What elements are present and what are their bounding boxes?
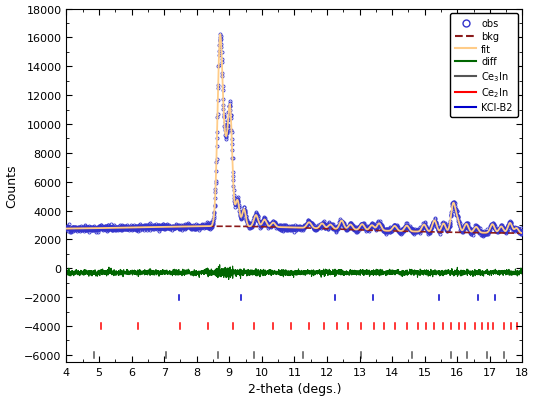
diff — [112, 270, 118, 275]
fit — [63, 227, 70, 231]
bkg — [258, 225, 265, 229]
fit — [414, 229, 421, 234]
Line: bkg: bkg — [66, 227, 522, 233]
bkg — [357, 228, 363, 233]
fit — [474, 226, 480, 231]
diff — [63, 271, 70, 275]
obs — [481, 231, 487, 236]
bkg — [241, 225, 247, 229]
obs — [474, 225, 480, 229]
obs — [143, 225, 150, 229]
diff — [258, 271, 265, 276]
obs — [519, 231, 525, 236]
obs — [325, 223, 331, 228]
obs — [63, 227, 70, 232]
fit — [241, 207, 247, 212]
bkg — [474, 231, 480, 235]
Line: diff: diff — [66, 265, 522, 280]
obs — [429, 223, 435, 228]
diff — [225, 277, 232, 282]
Legend: obs, bkg, fit, diff, Ce$_3$In, Ce$_2$In, KCl-B2: obs, bkg, fit, diff, Ce$_3$In, Ce$_2$In,… — [450, 14, 517, 118]
fit — [112, 226, 118, 231]
bkg — [63, 227, 70, 231]
Line: fit: fit — [66, 35, 522, 233]
diff — [415, 268, 421, 273]
diff — [519, 271, 525, 275]
X-axis label: 2-theta (degs.): 2-theta (degs.) — [248, 383, 341, 395]
fit — [357, 225, 363, 229]
Y-axis label: Counts: Counts — [5, 164, 19, 208]
fit — [217, 33, 224, 38]
bkg — [414, 230, 421, 235]
diff — [357, 270, 363, 275]
diff — [217, 263, 223, 267]
diff — [474, 272, 480, 277]
obs — [143, 223, 150, 228]
obs — [479, 233, 486, 238]
fit — [258, 222, 265, 227]
fit — [519, 231, 525, 236]
bkg — [216, 224, 223, 229]
bkg — [519, 231, 525, 236]
diff — [241, 268, 247, 273]
obs — [217, 32, 224, 37]
bkg — [112, 226, 118, 231]
Line: obs: obs — [65, 33, 524, 237]
